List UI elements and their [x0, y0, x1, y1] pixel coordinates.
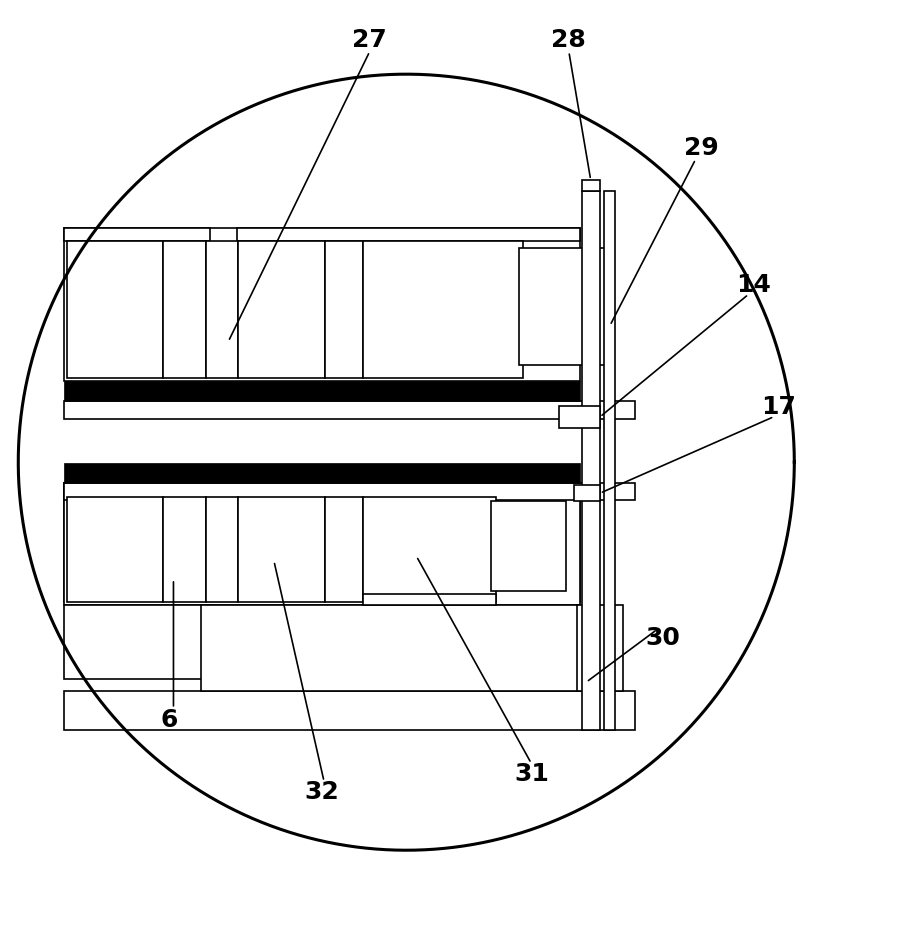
Bar	[64, 463, 580, 484]
Bar	[582, 180, 600, 191]
Bar	[206, 241, 238, 378]
Text: 29: 29	[684, 136, 719, 161]
Bar	[64, 381, 580, 401]
Text: 28: 28	[551, 28, 586, 53]
Bar	[201, 605, 580, 691]
Bar	[64, 605, 210, 680]
Bar	[238, 241, 325, 378]
Bar	[325, 241, 363, 378]
Text: 6: 6	[160, 708, 178, 731]
Bar	[64, 227, 210, 241]
Bar	[325, 497, 363, 602]
Bar	[64, 484, 580, 602]
Bar	[582, 191, 600, 730]
Bar	[64, 484, 580, 605]
Bar	[604, 191, 615, 730]
Bar	[491, 501, 566, 591]
Bar	[363, 497, 496, 602]
Bar	[163, 241, 206, 378]
Bar	[238, 497, 325, 602]
Bar	[163, 497, 206, 602]
Bar	[67, 497, 163, 602]
Text: 31: 31	[514, 762, 549, 786]
Bar	[574, 485, 600, 501]
Bar	[363, 593, 496, 605]
Bar	[363, 241, 523, 378]
Text: 17: 17	[761, 395, 796, 420]
Bar	[206, 497, 238, 602]
Bar	[559, 406, 600, 428]
Bar	[64, 691, 635, 730]
Bar	[577, 605, 623, 691]
Text: 30: 30	[645, 626, 680, 651]
Bar	[64, 484, 635, 500]
Bar	[67, 241, 163, 378]
Text: 14: 14	[736, 273, 771, 297]
Text: 27: 27	[352, 28, 387, 53]
Bar	[64, 401, 635, 420]
Bar	[64, 227, 580, 381]
Bar	[237, 227, 580, 241]
Bar	[519, 248, 605, 364]
Text: 32: 32	[304, 779, 339, 804]
